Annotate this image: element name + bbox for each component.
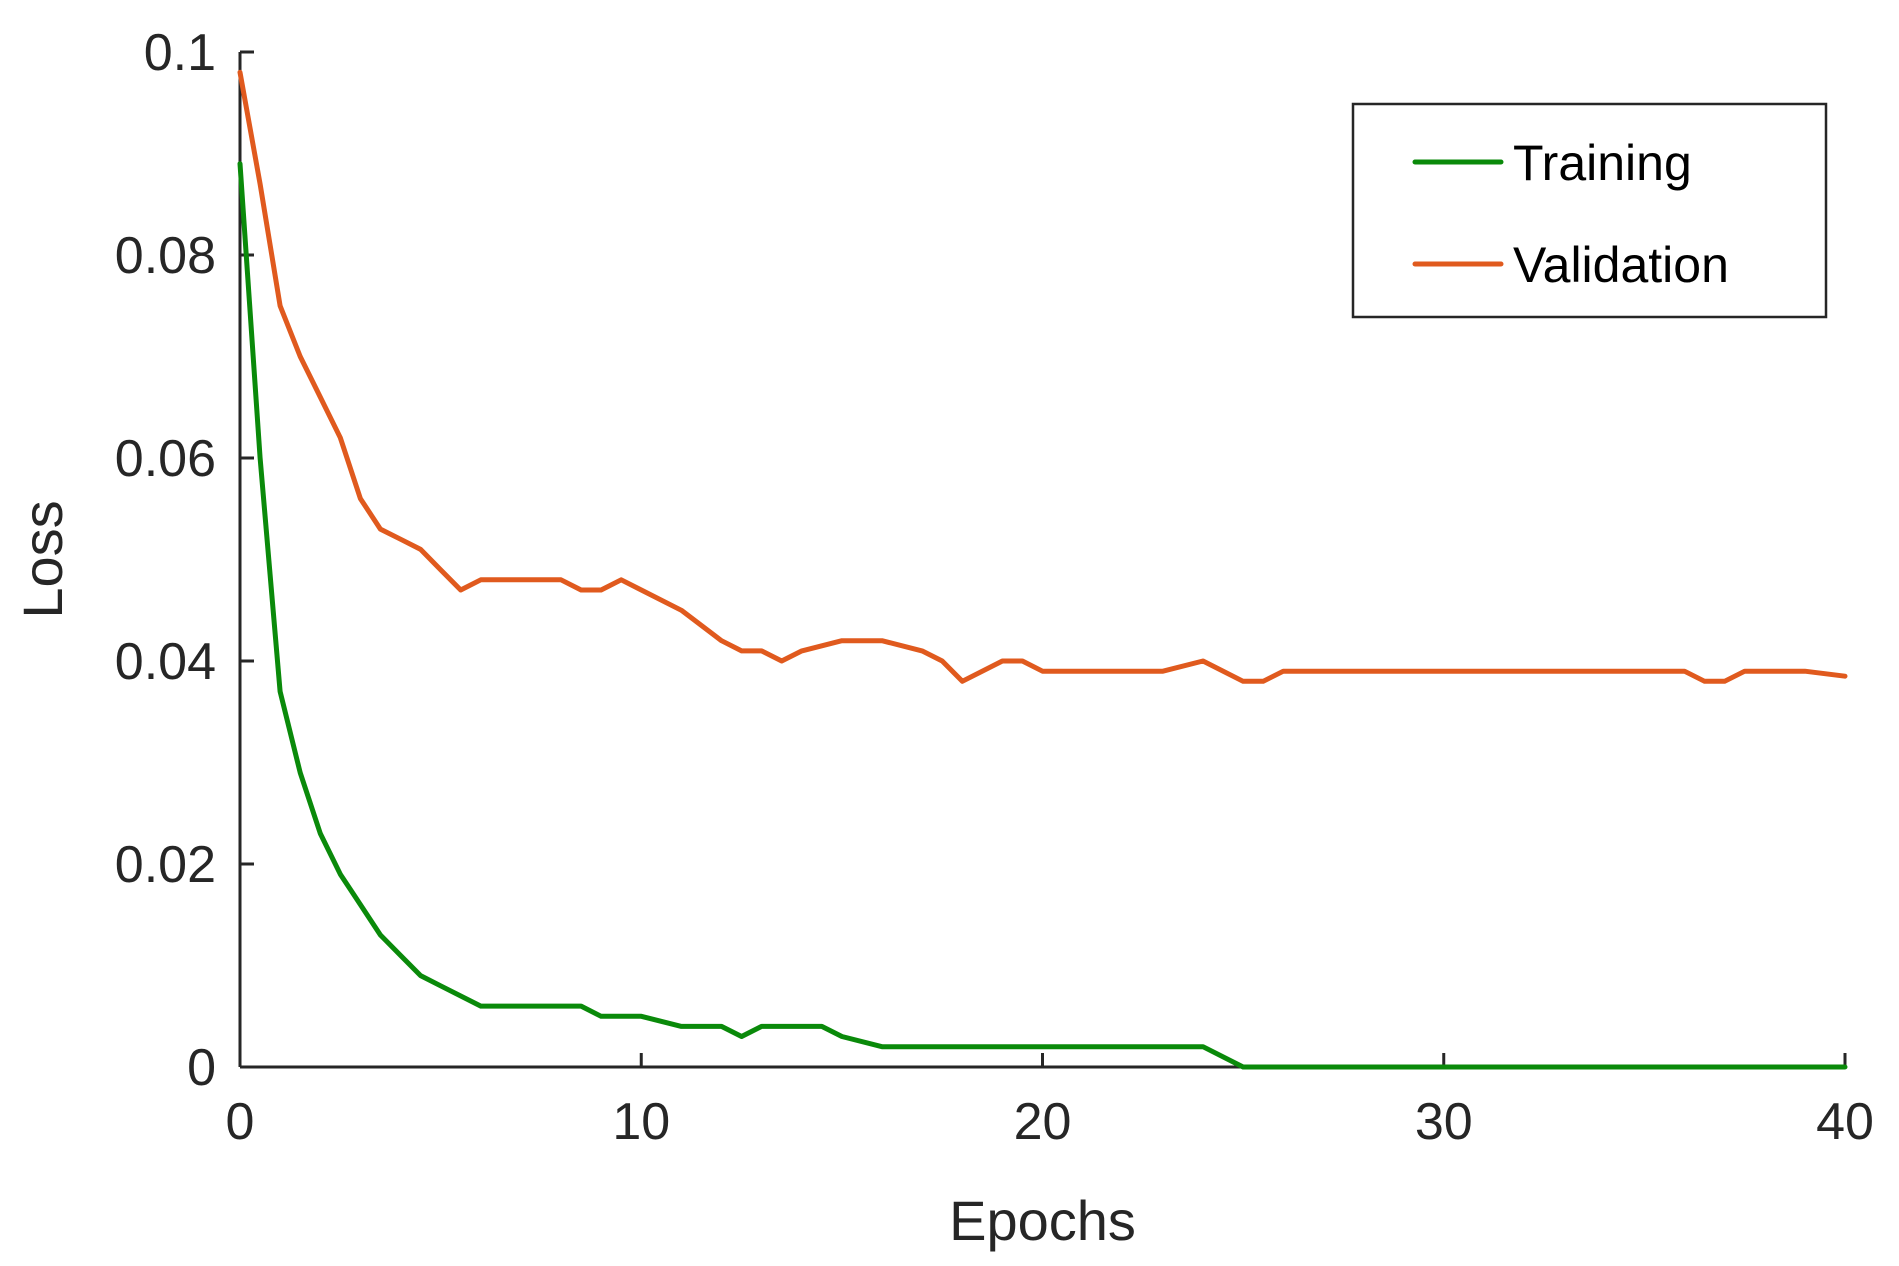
legend-box [1351, 102, 1828, 319]
y-tick-label: 0.04 [115, 633, 216, 691]
y-tick-label: 0.1 [144, 24, 216, 82]
y-tick-label: 0.08 [115, 227, 216, 285]
x-tick-label: 40 [1816, 1093, 1874, 1151]
legend-label-training: Training [1513, 135, 1692, 191]
x-ticks: 0 10 20 30 40 [226, 1053, 1874, 1151]
x-tick-label: 30 [1415, 1093, 1473, 1151]
x-tick-label: 20 [1014, 1093, 1072, 1151]
y-tick-label: 0.06 [115, 430, 216, 488]
series-line-validation [237, 69, 1848, 684]
y-tick-label: 0 [187, 1039, 216, 1097]
legend: Training Validation [1351, 102, 1828, 319]
x-tick-label: 0 [226, 1093, 255, 1151]
x-axis-title: Epochs [949, 1189, 1136, 1252]
y-ticks: 0 0.02 0.04 0.06 0.08 0.1 [115, 24, 254, 1097]
legend-label-validation: Validation [1513, 237, 1729, 293]
series-line-training [237, 161, 1848, 1070]
y-axis-title: Loss [11, 500, 74, 618]
x-tick-label: 10 [612, 1093, 670, 1151]
series-group [237, 69, 1848, 1070]
y-tick-label: 0.02 [115, 836, 216, 894]
